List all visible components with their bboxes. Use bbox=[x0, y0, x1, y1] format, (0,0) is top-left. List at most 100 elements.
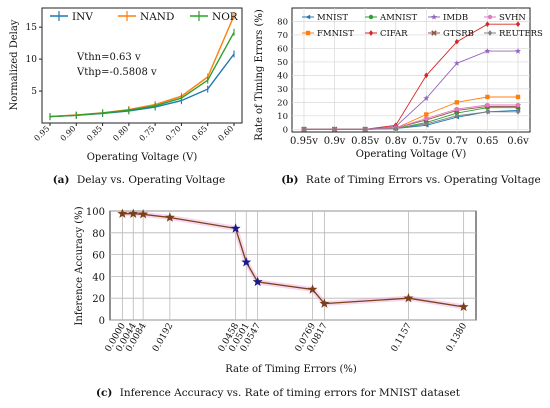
chart-c-data-point bbox=[307, 284, 318, 294]
chart-a-y-axis-label: Normalized Delay bbox=[9, 19, 20, 110]
caption-a-text: Delay vs. Operating Voltage bbox=[77, 174, 225, 186]
chart-b-x-tick-label: 0.95v bbox=[290, 136, 318, 147]
chart-b-data-point bbox=[515, 108, 521, 115]
chart-b-x-axis-label: Operating Voltage (V) bbox=[356, 149, 467, 160]
caption-c-text: Inference Accuracy vs. Rate of timing er… bbox=[120, 387, 461, 399]
chart-a-series bbox=[49, 12, 235, 121]
chart-c-series-line bbox=[122, 213, 464, 308]
chart-b-data-point bbox=[453, 60, 460, 66]
chart-c-data-point bbox=[241, 257, 252, 267]
chart-c-plot-frame bbox=[109, 210, 477, 321]
chart-b-data-point bbox=[362, 126, 368, 133]
chart-a-annotation-vthn: Vthn=0.63 v bbox=[76, 52, 141, 63]
chart-b-legend-marker bbox=[305, 30, 311, 36]
chart-c-x-tick-label: 0.1380 bbox=[445, 321, 470, 354]
chart-a-legend-label: NOR bbox=[212, 11, 239, 23]
chart-b-legend-label: FMNIST bbox=[317, 29, 354, 39]
chart-a-y-tick-label: 5 bbox=[31, 87, 37, 97]
chart-b-data-point bbox=[393, 125, 398, 132]
chart-b-series bbox=[300, 21, 522, 133]
chart-a: 0.95 0.90 0.85 0.80 0.75 0.70 0.65 0.60 5 10 15 I… bbox=[9, 7, 243, 163]
chart-b-legend-label: MNIST bbox=[317, 13, 348, 23]
chart-b-legend-label: IMDB bbox=[443, 13, 468, 23]
chart-b-legend-marker bbox=[487, 14, 493, 20]
chart-b-legend-label: REUTERS bbox=[499, 29, 543, 39]
chart-b-legend-marker bbox=[368, 30, 374, 36]
chart-b-data-point bbox=[424, 116, 429, 121]
chart-a-x-tick-label: 0.95 bbox=[32, 124, 51, 143]
chart-b-data-point bbox=[423, 95, 430, 101]
chart-b-data-point bbox=[454, 38, 460, 45]
chart-c-y-tick-label: 20 bbox=[92, 294, 105, 305]
chart-b-y-ticks: 0 10 20 30 40 50 60 70 80 bbox=[277, 17, 288, 135]
chart-b-x-tick-label: 0.65 bbox=[476, 136, 498, 147]
chart-c-data-point bbox=[458, 301, 469, 312]
chart-b-data-point bbox=[454, 106, 460, 112]
chart-a-x-tick-label: 0.80 bbox=[111, 124, 130, 143]
chart-a-legend-label: INV bbox=[72, 11, 93, 23]
chart-b-y-tick-label: 10 bbox=[277, 112, 288, 122]
chart-b-legend-marker bbox=[305, 14, 311, 20]
chart-b-y-tick-label: 80 bbox=[277, 17, 288, 27]
caption-b-label: (b) bbox=[281, 174, 298, 186]
chart-b-series-line bbox=[304, 50, 518, 130]
chart-a-x-tick-label: 0.75 bbox=[138, 124, 157, 143]
caption-b: (b) Rate of Timing Errors vs. Operating … bbox=[281, 174, 541, 186]
chart-c-data-point bbox=[117, 208, 128, 218]
chart-b-legend-marker bbox=[431, 30, 437, 36]
caption-b-text: Rate of Timing Errors vs. Operating Volt… bbox=[306, 174, 541, 186]
chart-a-legend-label: NAND bbox=[140, 11, 174, 23]
chart-b-legend-label: SVHN bbox=[499, 13, 526, 23]
chart-b-data-point bbox=[332, 126, 337, 133]
chart-a-x-tick-label: 0.65 bbox=[190, 124, 209, 143]
chart-b-x-tick-label: 0.6v bbox=[507, 136, 529, 147]
chart-b-y-tick-label: 20 bbox=[277, 98, 288, 108]
chart-a-x-tick-label: 0.70 bbox=[164, 124, 183, 143]
chart-b-series-line bbox=[304, 23, 518, 130]
chart-c-data-point bbox=[252, 276, 263, 287]
chart-b-grid bbox=[292, 8, 530, 132]
caption-c: (c) Inference Accuracy vs. Rate of timin… bbox=[96, 387, 461, 399]
chart-c-x-tick-label: 0.1157 bbox=[390, 321, 415, 354]
chart-c-data-point bbox=[230, 223, 241, 233]
chart-a-plot-frame bbox=[41, 7, 243, 124]
chart-c-x-tick-label: 0.0192 bbox=[151, 322, 175, 354]
chart-c-series bbox=[117, 208, 469, 312]
chart-b-legend-label: CIFAR bbox=[380, 29, 408, 39]
chart-c-data-point bbox=[128, 208, 139, 218]
chart-a-x-tick-label: 0.85 bbox=[85, 124, 104, 143]
chart-c-data-point bbox=[138, 209, 149, 219]
chart-b-legend: MNIST FMNIST AMNIST CIFAR IMDB GTSRB SVHN REUTE… bbox=[302, 13, 543, 39]
chart-b-data-point bbox=[514, 47, 522, 54]
chart-b-y-tick-label: 60 bbox=[277, 44, 288, 54]
chart-b-series-line bbox=[304, 111, 518, 130]
chart-b-data-point bbox=[301, 126, 307, 133]
chart-a-legend: INV NAND NOR bbox=[50, 11, 239, 23]
chart-b-data-point bbox=[515, 21, 521, 28]
chart-a-series-line bbox=[49, 31, 235, 118]
chart-c-y-tick-label: 40 bbox=[92, 272, 105, 283]
chart-b-y-tick-label: 40 bbox=[277, 71, 288, 81]
chart-b-x-tick-label: 0.9v bbox=[324, 136, 346, 147]
chart-a-annotation-vthp: Vthp=-0.5808 v bbox=[76, 67, 157, 78]
chart-b-data-point bbox=[424, 121, 429, 127]
chart-c-y-tick-label: 0 bbox=[99, 316, 105, 327]
chart-b-x-tick-label: 0.75v bbox=[412, 136, 440, 147]
chart-c-y-tick-label: 80 bbox=[92, 229, 105, 240]
chart-b-x-tick-label: 0.7v bbox=[446, 136, 468, 147]
chart-c-y-axis-label: Inference Accuracy (%) bbox=[74, 206, 85, 325]
chart-b-data-point bbox=[485, 94, 490, 100]
chart-b-y-tick-label: 0 bbox=[283, 125, 288, 135]
caption-a-label: (a) bbox=[53, 174, 70, 186]
chart-b-legend-label: GTSRB bbox=[443, 29, 474, 39]
chart-b-data-point bbox=[484, 47, 491, 54]
chart-b-y-axis-label: Rate of Timing Errors (%) bbox=[254, 9, 265, 141]
chart-b-data-point bbox=[515, 102, 521, 108]
chart-c-x-axis-label: Rate of Timing Errors (%) bbox=[225, 364, 357, 375]
chart-b-data-point bbox=[454, 112, 460, 119]
chart-c-data-point bbox=[164, 212, 175, 222]
chart-c-grid bbox=[110, 210, 476, 321]
chart-b-legend-marker bbox=[430, 13, 438, 20]
